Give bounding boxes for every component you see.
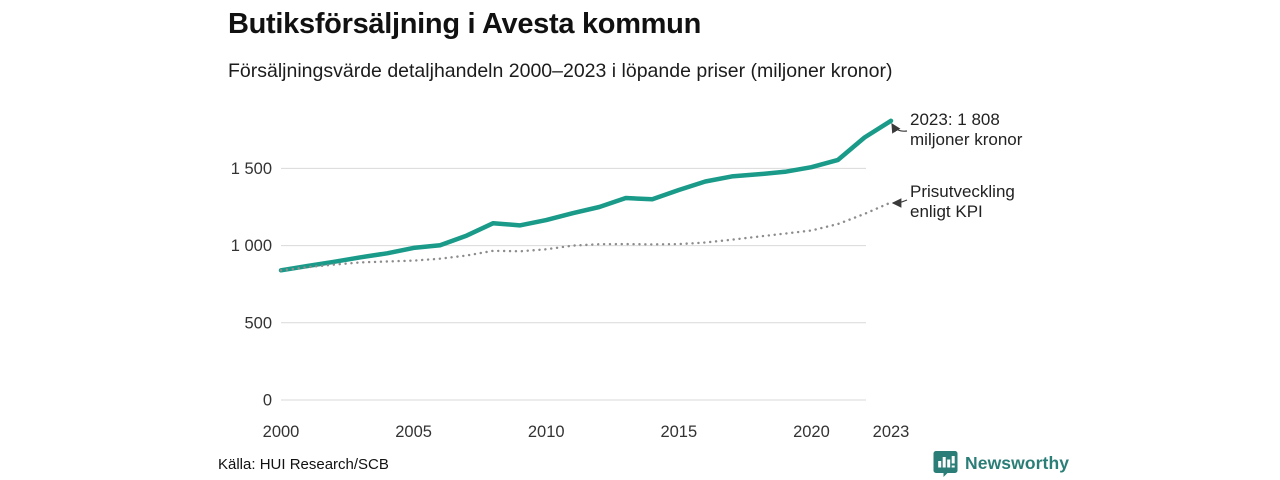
logo-exclaim-dot bbox=[951, 465, 955, 468]
xtick-label-2000: 2000 bbox=[263, 423, 300, 441]
annotation-arrow-sales bbox=[891, 122, 908, 134]
chart-title: Butiksförsäljning i Avesta kommun bbox=[228, 8, 701, 40]
annotation-kpi-line1: Prisutveckling bbox=[910, 182, 1015, 201]
annotation-kpi: Prisutveckling enligt KPI bbox=[910, 182, 1015, 222]
brand-footer: Newsworthy bbox=[933, 450, 1069, 477]
xtick-label-2023: 2023 bbox=[873, 423, 910, 441]
newsworthy-logo-icon bbox=[933, 451, 958, 477]
xtick-label-2015: 2015 bbox=[660, 423, 697, 441]
annotation-sales: 2023: 1 808 miljoner kronor bbox=[910, 110, 1022, 150]
annotation-sales-line2: miljoner kronor bbox=[910, 130, 1023, 150]
logo-bar-1 bbox=[938, 461, 942, 468]
logo-bar-2 bbox=[942, 457, 946, 468]
annotation-sales-line1: 2023: 1 808 bbox=[910, 110, 1000, 129]
ytick-label-500: 500 bbox=[244, 314, 272, 332]
brand-name: Newsworthy bbox=[965, 453, 1070, 473]
logo-exclaim-bar bbox=[951, 456, 955, 464]
xtick-label-2005: 2005 bbox=[395, 423, 432, 441]
plot-layer: 0 500 1 000 1 500 2000 2005 2010 2015 2020 2023 bbox=[231, 118, 910, 441]
chart-subtitle: Försäljningsvärde detaljhandeln 2000–202… bbox=[228, 60, 893, 82]
ytick-label-1000: 1 000 bbox=[231, 237, 272, 255]
annotation-arrow-kpi bbox=[891, 198, 908, 208]
series-line-sales bbox=[278, 118, 894, 273]
ytick-label-1500: 1 500 bbox=[231, 160, 272, 178]
annotation-kpi-line2: enligt KPI bbox=[910, 202, 983, 222]
ytick-label-0: 0 bbox=[263, 392, 272, 410]
source-note: Källa: HUI Research/SCB bbox=[218, 456, 389, 473]
logo-bar-3 bbox=[947, 459, 951, 468]
xtick-label-2020: 2020 bbox=[793, 423, 830, 441]
xtick-label-2010: 2010 bbox=[528, 423, 565, 441]
series-line-kpi bbox=[279, 201, 893, 272]
